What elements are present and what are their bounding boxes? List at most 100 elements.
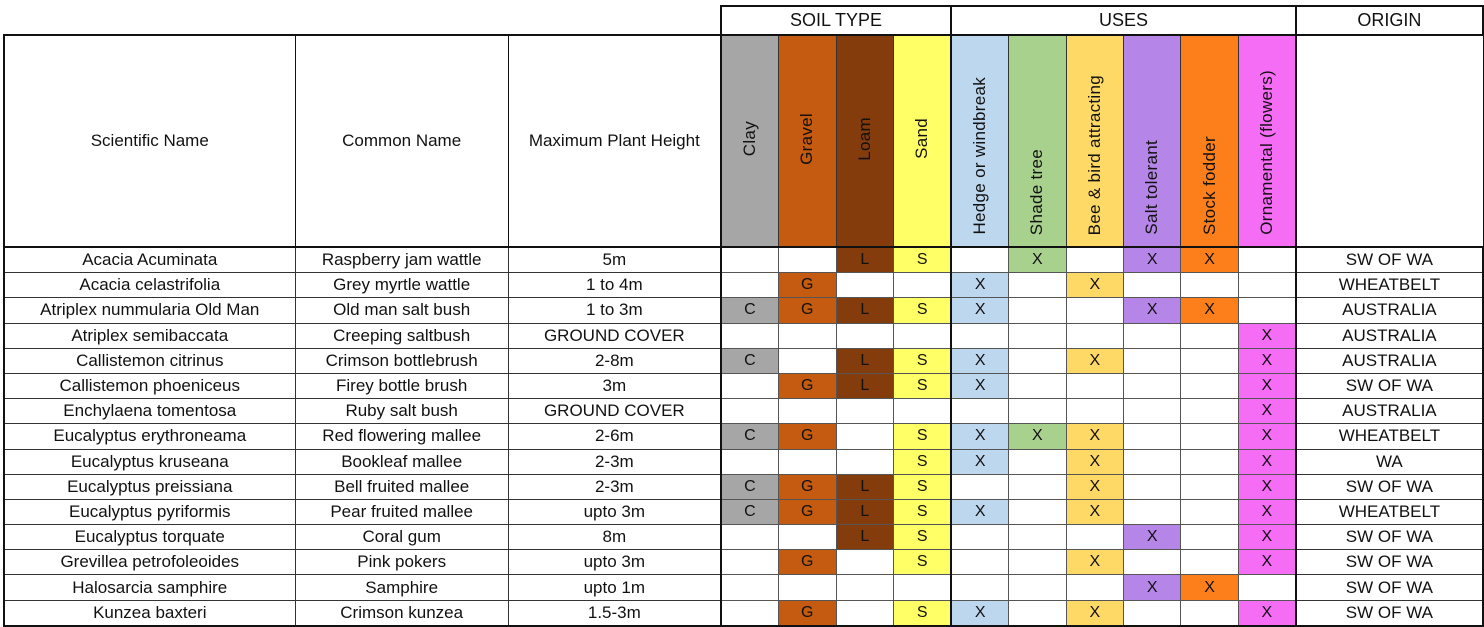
shade-flag-cell: X (1008, 246, 1067, 274)
bee-flag-cell (1065, 246, 1125, 274)
sand-flag-cell (893, 272, 952, 299)
shade-flag-cell (1008, 498, 1067, 526)
sand-flag-cell: S (893, 448, 952, 475)
gravel-flag-cell: G (777, 599, 837, 627)
loam-flag-cell: L (835, 297, 895, 324)
scientific-name-cell: Atriplex nummularia Old Man (2, 297, 296, 324)
salt-header-label: Salt tolerant (1142, 140, 1162, 235)
table-row: Atriplex nummularia Old Man Old man salt … (2, 297, 1484, 324)
loam-flag-cell (835, 549, 895, 576)
scientific-name-header: Scientific Name (2, 34, 296, 248)
shade-flag-cell: X (1008, 423, 1067, 450)
soil-type-group-header: SOIL TYPE (719, 5, 953, 36)
common-name-cell: Pink pokers (294, 549, 509, 576)
shade-flag-cell (1008, 272, 1067, 299)
orn-flag-cell: X (1237, 549, 1297, 576)
common-name-cell: Crimson kunzea (294, 599, 509, 627)
loam-flag-cell: L (835, 498, 895, 526)
max-height-cell: 8m (507, 524, 722, 551)
scientific-name-cell: Callistemon citrinus (2, 347, 296, 374)
scientific-name-cell: Kunzea baxteri (2, 599, 296, 627)
stock-flag-cell: X (1180, 574, 1239, 601)
orn-flag-cell (1237, 246, 1297, 274)
origin-group-header: ORIGIN (1294, 5, 1484, 36)
bee-header-label: Bee & bird attracting (1084, 74, 1104, 235)
orn-column-header: Ornamental (flowers) (1237, 34, 1297, 248)
sand-header-label: Sand (912, 118, 932, 159)
orn-flag-cell (1237, 574, 1297, 601)
table-row: Halosarcia samphire Samphire upto 1m X X SW O… (2, 574, 1484, 601)
clay-flag-cell: C (719, 473, 779, 500)
clay-flag-cell (719, 574, 779, 601)
max-height-cell: 3m (507, 372, 722, 400)
gravel-flag-cell: G (777, 372, 837, 400)
common-name-cell: Crimson bottlebrush (294, 347, 509, 374)
stock-header-label: Stock fodder (1199, 135, 1219, 235)
bee-flag-cell (1065, 297, 1125, 324)
salt-flag-cell (1122, 473, 1182, 500)
scientific-name-cell: Grevillea petrofoleoides (2, 549, 296, 576)
max-height-header: Maximum Plant Height (507, 34, 722, 248)
hedge-flag-cell: X (950, 448, 1010, 475)
table-row: Acacia celastrifolia Grey myrtle wattle 1 … (2, 272, 1484, 299)
stock-flag-cell (1180, 549, 1239, 576)
max-height-cell: GROUND COVER (507, 322, 722, 349)
common-name-cell: Red flowering mallee (294, 423, 509, 450)
gravel-flag-cell (777, 448, 837, 475)
sand-flag-cell: S (893, 524, 952, 551)
orn-flag-cell: X (1237, 599, 1297, 627)
origin-column-header (1295, 34, 1484, 248)
hedge-column-header: Hedge or windbreak (950, 34, 1010, 248)
common-name-cell: Creeping saltbush (294, 322, 509, 349)
loam-flag-cell (835, 574, 895, 601)
salt-flag-cell (1122, 272, 1182, 299)
hedge-flag-cell: X (950, 599, 1010, 627)
sand-flag-cell: S (893, 347, 952, 374)
bee-flag-cell (1065, 372, 1125, 400)
table-row: Eucalyptus erythroneama Red flowering mal… (2, 423, 1484, 450)
stock-flag-cell (1180, 524, 1239, 551)
salt-flag-cell (1122, 498, 1182, 526)
bee-flag-cell: X (1065, 272, 1125, 299)
gravel-column-header: Gravel (777, 34, 837, 248)
hedge-flag-cell (950, 549, 1010, 576)
origin-cell: SW OF WA (1295, 574, 1484, 601)
shade-flag-cell (1008, 574, 1067, 601)
hedge-flag-cell (950, 398, 1010, 425)
shade-flag-cell (1008, 473, 1067, 500)
clay-flag-cell (719, 448, 779, 475)
loam-flag-cell: L (835, 347, 895, 374)
table-row: Grevillea petrofoleoides Pink pokers upto … (2, 549, 1484, 576)
hedge-header-label: Hedge or windbreak (970, 77, 990, 235)
shade-flag-cell (1008, 448, 1067, 475)
bee-flag-cell: X (1065, 473, 1125, 500)
orn-flag-cell: X (1237, 347, 1297, 374)
table-row: Eucalyptus preissiana Bell fruited mallee… (2, 473, 1484, 500)
sand-flag-cell (893, 574, 952, 601)
table-row: Kunzea baxteri Crimson kunzea 1.5-3m G S X X X S… (2, 599, 1484, 627)
max-height-cell: 1 to 4m (507, 272, 722, 299)
max-height-cell: 2-3m (507, 448, 722, 475)
stock-flag-cell (1180, 448, 1239, 475)
sand-flag-cell (893, 398, 952, 425)
bee-flag-cell (1065, 524, 1125, 551)
clay-flag-cell: C (719, 347, 779, 374)
hedge-flag-cell: X (950, 423, 1010, 450)
bee-flag-cell (1065, 322, 1125, 349)
loam-column-header: Loam (835, 34, 895, 248)
hedge-flag-cell (950, 574, 1010, 601)
loam-flag-cell: L (835, 473, 895, 500)
orn-flag-cell: X (1237, 322, 1297, 349)
table-row: Acacia Acuminata Raspberry jam wattle 5m L S… (2, 246, 1484, 274)
loam-flag-cell: L (835, 372, 895, 400)
max-height-cell: 5m (507, 246, 722, 274)
stock-flag-cell: X (1180, 246, 1239, 274)
salt-flag-cell (1122, 599, 1182, 627)
common-name-cell: Ruby salt bush (294, 398, 509, 425)
clay-flag-cell (719, 549, 779, 576)
clay-flag-cell: C (719, 297, 779, 324)
common-name-header: Common Name (294, 34, 509, 248)
clay-flag-cell (719, 372, 779, 400)
sand-flag-cell: S (893, 599, 952, 627)
max-height-cell: upto 3m (507, 549, 722, 576)
